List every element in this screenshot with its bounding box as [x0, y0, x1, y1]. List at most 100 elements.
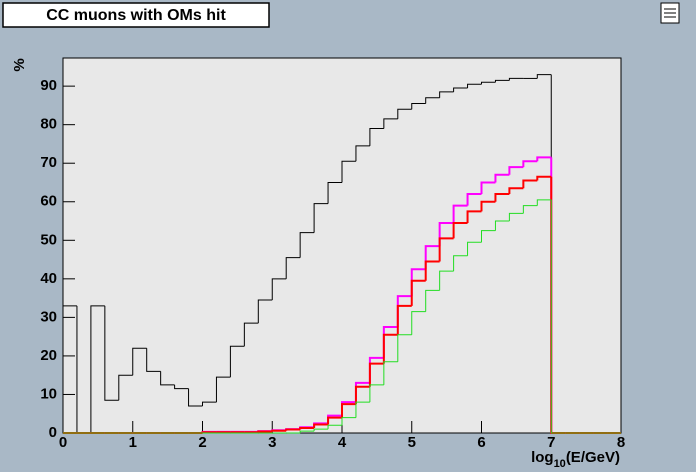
histogram-bin — [90, 305, 105, 433]
histogram-bin — [341, 417, 356, 426]
histogram-bin — [146, 348, 161, 372]
histogram-bin — [494, 193, 510, 202]
histogram-bin — [397, 334, 412, 362]
x-tick-label: 1 — [129, 434, 137, 451]
histogram-bin — [215, 376, 231, 403]
histogram-bin — [327, 416, 342, 425]
histogram-bin — [299, 426, 315, 430]
histogram-bin — [299, 232, 315, 258]
histogram-bin — [327, 181, 342, 204]
y-tick-label: 70 — [40, 154, 57, 171]
histogram-bin — [508, 187, 524, 195]
title-box — [2, 2, 270, 28]
x-label-base: log — [531, 449, 554, 466]
histogram-bin — [494, 220, 510, 231]
histogram-bin — [425, 289, 440, 312]
histogram-bin — [480, 181, 496, 195]
y-tick-label: 80 — [40, 116, 57, 133]
histogram-bin — [438, 237, 454, 262]
histogram-bin — [202, 401, 217, 407]
histogram-bin — [383, 361, 398, 385]
histogram-bin — [452, 204, 468, 223]
x-axis-label: log10(E/GeV) — [531, 449, 620, 470]
toolbar-icon[interactable] — [660, 2, 680, 24]
x-tick-label: 2 — [198, 434, 206, 451]
histogram-bin — [118, 374, 133, 401]
histogram-bin — [369, 128, 384, 146]
histogram-bin — [285, 257, 301, 279]
histogram-bin — [453, 255, 468, 272]
histogram-bin — [466, 210, 482, 223]
histogram-bin — [257, 430, 273, 433]
histogram-bin — [536, 199, 552, 206]
x-tick-label: 5 — [408, 434, 416, 451]
histogram-bin — [467, 83, 482, 89]
histogram-bin — [271, 429, 287, 432]
histogram-bin — [354, 385, 370, 405]
histogram-bin — [396, 304, 412, 335]
histogram-bin — [299, 430, 315, 433]
histogram-bin — [341, 160, 356, 183]
histogram-bin — [424, 260, 440, 281]
histogram-bin — [508, 166, 524, 175]
histogram-bin — [411, 102, 426, 110]
histogram-bin — [439, 91, 454, 98]
x-tick-label: 3 — [268, 434, 276, 451]
histogram-bin — [188, 388, 203, 407]
histogram-bin — [160, 371, 175, 386]
histogram-bin — [355, 145, 370, 162]
histogram-bin — [522, 160, 538, 168]
histogram-bin — [410, 279, 426, 306]
x-label-rest: (E/GeV) — [566, 449, 620, 466]
y-tick-label: 20 — [40, 347, 57, 364]
histogram-bin — [481, 230, 496, 243]
y-tick-label: 60 — [40, 193, 57, 210]
histogram-bin — [522, 179, 538, 189]
histogram-bin — [368, 362, 384, 387]
x-tick-label: 0 — [59, 434, 67, 451]
histogram-bin — [104, 305, 119, 401]
histogram-bin — [439, 270, 454, 291]
histogram-bin — [550, 199, 566, 434]
x-tick-label: 8 — [617, 434, 625, 451]
histogram-bin — [466, 193, 482, 206]
y-axis-label: % — [11, 58, 28, 71]
histogram-bin — [452, 221, 468, 239]
x-label-sub: 10 — [554, 458, 566, 470]
y-tick-label: 50 — [40, 231, 57, 248]
histogram-bin — [271, 278, 287, 301]
histogram-bin — [536, 156, 552, 162]
histogram-bin — [494, 173, 510, 183]
histogram-bin — [62, 305, 77, 433]
histogram-bin — [229, 345, 245, 378]
histogram-bin — [313, 203, 329, 233]
chart-title: CC muons with OMs hit — [46, 7, 226, 24]
histogram-bin — [453, 87, 468, 92]
histogram-bin — [522, 205, 538, 214]
histogram-bin — [508, 77, 524, 81]
histogram-bin — [536, 175, 552, 181]
histogram-bin — [467, 241, 482, 256]
histogram-bin — [425, 97, 440, 104]
histogram-bin — [355, 401, 370, 418]
histogram-bin — [327, 424, 342, 430]
y-tick-label: 90 — [40, 77, 57, 94]
histogram-bin — [397, 108, 412, 119]
y-tick-label: 10 — [40, 385, 57, 402]
histogram-bin — [341, 403, 356, 418]
histogram-bin — [313, 423, 329, 428]
histogram-bin — [174, 384, 189, 390]
histogram-bin — [481, 81, 496, 85]
histogram-bin — [383, 118, 398, 129]
plot-frame — [62, 57, 622, 434]
histogram-bin — [411, 311, 426, 335]
histogram-bin — [369, 384, 384, 403]
x-tick-label: 7 — [547, 434, 555, 451]
histogram-bin — [494, 79, 510, 83]
histogram-bin — [257, 299, 273, 324]
histogram-bin — [132, 347, 147, 376]
histogram-bin — [243, 322, 259, 347]
x-tick-label: 6 — [477, 434, 485, 451]
